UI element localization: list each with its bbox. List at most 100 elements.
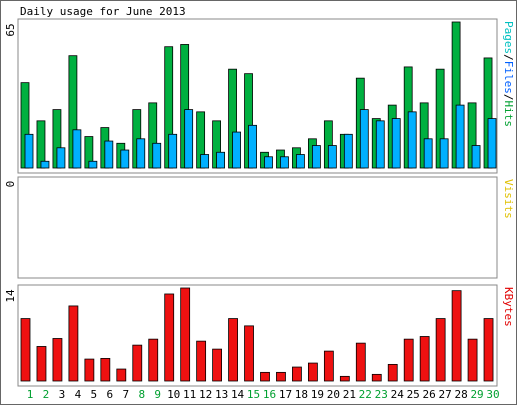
bar xyxy=(100,358,111,382)
x-tick-label: 15 xyxy=(247,388,260,401)
x-tick-label: 20 xyxy=(327,388,340,401)
bar xyxy=(371,373,382,382)
bar xyxy=(180,287,191,382)
legend-entry: Files xyxy=(502,61,515,94)
bar xyxy=(280,156,289,169)
bar xyxy=(168,133,178,169)
legend: Visits xyxy=(502,179,515,219)
bar xyxy=(104,140,114,169)
bar xyxy=(200,154,210,169)
y-tick-label: 0 xyxy=(4,181,17,188)
bar xyxy=(264,156,273,169)
bar xyxy=(455,104,465,169)
bar xyxy=(152,142,162,169)
panel xyxy=(17,18,498,174)
bar xyxy=(56,147,66,169)
x-tick-label: 8 xyxy=(138,388,145,401)
bar xyxy=(84,358,95,382)
bar xyxy=(248,124,257,169)
bar xyxy=(343,133,353,169)
bar xyxy=(276,371,286,382)
legend-entry: KBytes xyxy=(502,287,515,327)
bar xyxy=(487,118,497,169)
bar xyxy=(439,138,449,169)
bar xyxy=(88,160,98,169)
bar xyxy=(391,118,401,169)
panel xyxy=(17,176,498,279)
x-tick-label: 29 xyxy=(470,388,483,401)
bar xyxy=(359,109,369,169)
bar xyxy=(40,160,50,169)
x-tick-label: 5 xyxy=(91,388,98,401)
bar xyxy=(212,348,223,382)
x-tick-label: 21 xyxy=(343,388,356,401)
bar xyxy=(311,145,321,169)
bar xyxy=(327,145,337,169)
bar xyxy=(471,145,481,169)
bar xyxy=(232,131,241,169)
x-tick-label: 14 xyxy=(231,388,245,401)
bar xyxy=(216,151,226,169)
bar xyxy=(387,363,398,382)
bar xyxy=(68,305,79,382)
bar xyxy=(120,149,130,169)
legend-entry: Visits xyxy=(502,179,515,219)
bar xyxy=(228,318,238,382)
bar xyxy=(407,111,417,169)
bar xyxy=(423,138,433,169)
panel xyxy=(17,284,498,387)
x-tick-label: 24 xyxy=(391,388,405,401)
x-tick-label: 19 xyxy=(311,388,324,401)
bar xyxy=(116,368,127,382)
bar xyxy=(196,340,207,382)
x-tick-label: 12 xyxy=(199,388,212,401)
bar xyxy=(307,362,318,382)
legend-entry: Pages xyxy=(502,21,515,54)
bar xyxy=(52,338,63,382)
x-tick-label: 22 xyxy=(359,388,372,401)
legend-separator: / xyxy=(502,94,515,101)
x-tick-label: 4 xyxy=(75,388,82,401)
bar xyxy=(296,154,305,169)
bar xyxy=(419,336,430,382)
x-tick-label: 23 xyxy=(375,388,388,401)
bar xyxy=(339,375,350,382)
bar xyxy=(403,338,414,382)
bar xyxy=(20,318,31,382)
bar xyxy=(292,366,302,382)
x-tick-label: 18 xyxy=(295,388,308,401)
bar xyxy=(467,338,478,382)
bar xyxy=(24,133,34,169)
x-tick-label: 25 xyxy=(407,388,420,401)
x-tick-label: 30 xyxy=(486,388,499,401)
bar xyxy=(260,371,270,382)
y-tick-label: 14 xyxy=(4,289,17,303)
bar xyxy=(184,109,194,169)
x-tick-label: 17 xyxy=(279,388,292,401)
legend: Pages/Files/Hits xyxy=(502,21,515,127)
bar xyxy=(72,129,82,169)
x-tick-label: 16 xyxy=(263,388,276,401)
x-tick-label: 3 xyxy=(59,388,66,401)
x-tick-label: 13 xyxy=(215,388,228,401)
bar xyxy=(132,344,143,382)
x-tick-label: 27 xyxy=(439,388,452,401)
x-tick-label: 2 xyxy=(43,388,50,401)
legend: KBytes xyxy=(502,287,515,327)
x-tick-label: 7 xyxy=(122,388,129,401)
x-tick-label: 9 xyxy=(154,388,161,401)
x-tick-label: 10 xyxy=(167,388,180,401)
bar xyxy=(164,293,175,382)
bar xyxy=(435,318,446,382)
legend-entry: Hits xyxy=(502,101,515,128)
bar xyxy=(323,350,334,382)
y-tick-label: 65 xyxy=(4,23,17,36)
chart-title: Daily usage for June 2013 xyxy=(20,5,186,18)
legend-separator: / xyxy=(502,54,515,61)
x-tick-label: 28 xyxy=(454,388,467,401)
bar xyxy=(451,290,462,382)
bar xyxy=(244,325,254,382)
bar xyxy=(136,138,146,169)
bar xyxy=(483,318,494,382)
